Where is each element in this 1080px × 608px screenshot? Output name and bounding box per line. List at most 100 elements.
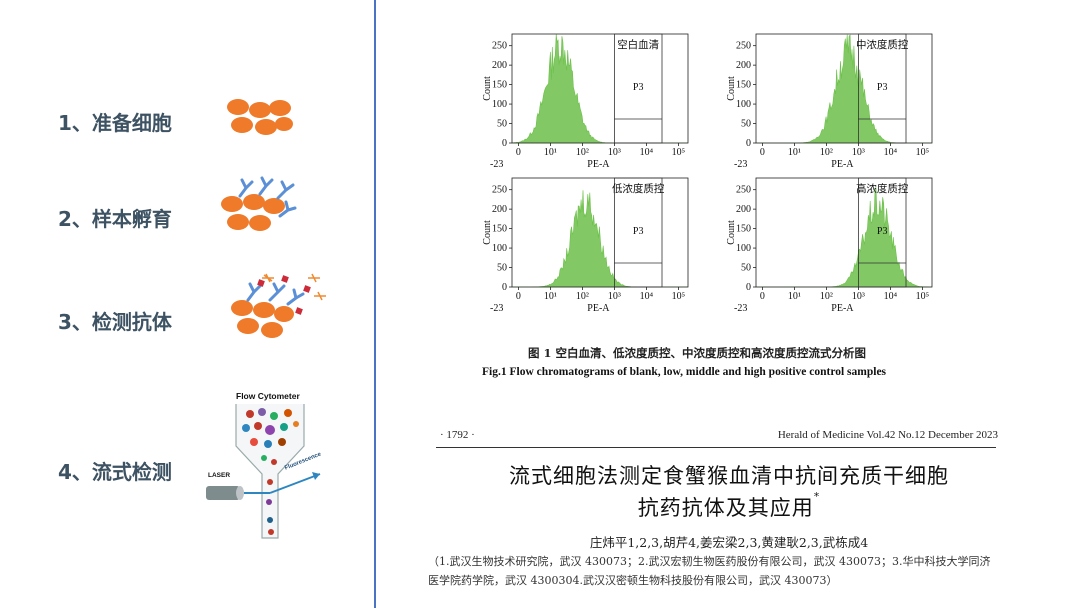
gate-p3	[613, 177, 663, 288]
step-3-label: 3、检测抗体	[58, 310, 172, 334]
histogram-title: 高浓度质控	[856, 182, 909, 195]
histogram-blank: 空白血清 P3 0 50 100 150 200 250 0 10¹ 10² 10³ 10⁴ 10⁵ -23…	[480, 30, 712, 172]
plot-frame	[511, 33, 689, 144]
x-axis-label: PE-A	[587, 159, 610, 170]
y-tick-label: 250	[492, 41, 507, 52]
x-tick-label: 10²	[576, 291, 589, 302]
paper-title-line-1: 流式细胞法测定食蟹猴血清中抗间充质干细胞	[509, 464, 949, 488]
x-tick-label: 10³	[852, 291, 865, 302]
histogram-area	[511, 33, 688, 144]
gate-label: P3	[633, 82, 644, 93]
cytometer-title: Flow Cytometer	[236, 391, 300, 401]
x-tick-label: 10⁴	[884, 291, 898, 302]
x-tick-label: 0	[516, 291, 521, 302]
y-tick-label: 50	[497, 263, 507, 274]
plot-frame	[755, 33, 933, 144]
histogram-area	[756, 187, 932, 288]
histogram-svg: 中浓度质控 P3 0 50 100 150 200 250 0 10¹ 10² 10³ 10⁴ 10⁵ -2…	[726, 33, 933, 170]
y-axis-label: Count	[726, 76, 737, 101]
cell-cluster	[227, 99, 293, 135]
x-tick-label: 10³	[608, 147, 621, 158]
paper-page: 空白血清 P3 0 50 100 150 200 250 0 10¹ 10² 10³ 10⁴ 10⁵ -23…	[378, 0, 1080, 608]
histogram-svg: 高浓度质控 P3 0 50 100 150 200 250 0 10¹ 10² 10³ 10⁴ 10⁵ -2…	[726, 177, 933, 314]
x-tick-label: 10²	[576, 147, 589, 158]
y-tick-label: 100	[736, 243, 751, 254]
gate-label: P3	[877, 82, 888, 93]
gate-p3	[857, 177, 907, 288]
x-min-label: -23	[490, 159, 503, 170]
y-tick-label: 50	[741, 119, 751, 130]
histogram-area	[512, 190, 688, 288]
y-tick-label: 200	[736, 204, 751, 215]
y-tick-label: 150	[492, 224, 507, 235]
histogram-title: 低浓度质控	[612, 182, 665, 195]
x-tick-label: 10³	[608, 291, 621, 302]
y-tick-label: 200	[492, 60, 507, 71]
histogram-svg: 空白血清 P3 0 50 100 150 200 250 0 10¹ 10² 10³ 10⁴ 10⁵ -23…	[482, 33, 689, 170]
x-tick-label: 0	[516, 147, 521, 158]
x-min-label: -23	[734, 303, 747, 314]
y-tick-label: 200	[736, 60, 751, 71]
x-axis-label: PE-A	[831, 303, 854, 314]
y-tick-label: 150	[492, 80, 507, 91]
x-tick-label: 10⁵	[916, 291, 930, 302]
histogram-svg: 低浓度质控 P3 0 50 100 150 200 250 0 10¹ 10² 10³ 10⁴ 10⁵ -2…	[482, 177, 689, 314]
panel-divider	[374, 0, 376, 608]
x-axis-label: PE-A	[831, 159, 854, 170]
step-4-label: 4、流式检测	[58, 460, 172, 484]
y-tick-label: 100	[492, 99, 507, 110]
y-axis-label: Count	[482, 76, 493, 101]
histogram-middle: 中浓度质控 P3 0 50 100 150 200 250 0 10¹ 10² 10³ 10⁴ 10⁵ -2…	[724, 30, 956, 172]
paper-title-line-2-text: 抗药抗体及其应用	[637, 496, 814, 520]
authors: 庄炜平1,2,3,胡芹4,姜宏梁2,3,黄建耿2,3,武栋成4	[589, 535, 869, 550]
x-min-label: -23	[734, 159, 747, 170]
flow-cytometer-illustration: Flow Cytometer LASER Fluorescence	[202, 390, 332, 540]
y-tick-label: 0	[746, 138, 751, 149]
header-rule	[436, 447, 996, 448]
y-tick-label: 0	[502, 282, 507, 293]
y-tick-label: 0	[746, 282, 751, 293]
plot-frame	[511, 177, 689, 288]
x-tick-label: 10¹	[788, 147, 801, 158]
histogram-title: 空白血清	[617, 38, 659, 51]
title-footnote-mark: *	[813, 490, 821, 503]
histogram-title: 中浓度质控	[856, 38, 909, 51]
figure-caption-cn: 图 1 空白血清、低浓度质控、中浓度质控和高浓度质控流式分析图	[528, 346, 867, 360]
x-tick-label: 0	[760, 291, 765, 302]
laser-label: LASER	[208, 472, 231, 479]
x-tick-label: 10¹	[544, 147, 557, 158]
detection-antibody-icon	[231, 273, 326, 338]
y-tick-label: 250	[736, 185, 751, 196]
y-tick-label: 250	[492, 185, 507, 196]
histogram-high: 高浓度质控 P3 0 50 100 150 200 250 0 10¹ 10² 10³ 10⁴ 10⁵ -2…	[724, 174, 956, 316]
histogram-low: 低浓度质控 P3 0 50 100 150 200 250 0 10¹ 10² 10³ 10⁴ 10⁵ -2…	[480, 174, 712, 316]
y-axis-label: Count	[482, 220, 493, 245]
x-tick-label: 10³	[852, 147, 865, 158]
workflow-panel: 1、准备细胞 2、样本孵育 3、检测抗体	[0, 0, 374, 608]
plot-frame	[755, 177, 933, 288]
affiliation-line-1: （1.武汉生物技术研究院，武汉 430073；2.武汉宏韧生物医药股份有限公司，…	[428, 555, 991, 568]
cells-icon	[227, 99, 293, 135]
y-axis-label: Count	[726, 220, 737, 245]
x-tick-label: 10⁵	[672, 291, 686, 302]
x-tick-label: 10⁴	[640, 291, 654, 302]
y-tick-label: 50	[741, 263, 751, 274]
page-number: · 1792 ·	[440, 429, 475, 441]
x-min-label: -23	[490, 303, 503, 314]
cytometer-diagram	[206, 404, 321, 539]
gate-label: P3	[633, 226, 644, 237]
step-2-label: 2、样本孵育	[58, 207, 172, 231]
x-tick-label: 10²	[820, 291, 833, 302]
gate-p3	[857, 33, 907, 144]
y-tick-label: 50	[497, 119, 507, 130]
y-tick-label: 150	[736, 80, 751, 91]
paper-title-line-2: 抗药抗体及其应用*	[378, 490, 1080, 522]
y-tick-label: 200	[492, 204, 507, 215]
x-axis-label: PE-A	[587, 303, 610, 314]
y-tick-label: 150	[736, 224, 751, 235]
x-tick-label: 10⁴	[884, 147, 898, 158]
gate-label: P3	[877, 226, 888, 237]
y-tick-label: 100	[492, 243, 507, 254]
affiliation-line-2: 医学院药学院，武汉 4300304.武汉汉密顿生物科技股份有限公司，武汉 430…	[428, 574, 838, 587]
x-tick-label: 10⁵	[672, 147, 686, 158]
